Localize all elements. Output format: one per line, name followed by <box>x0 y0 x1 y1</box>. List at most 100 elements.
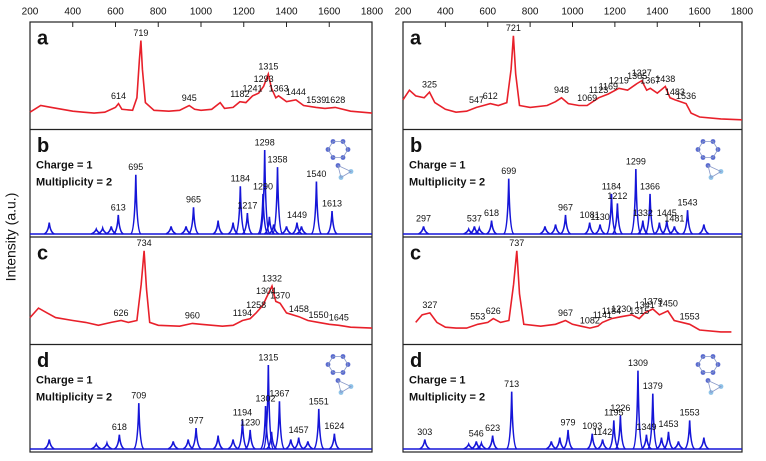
y-axis-label: Intensity (a.u.) <box>3 193 19 282</box>
spectrum-peak <box>310 181 323 235</box>
x-tick-label: 1200 <box>604 7 627 18</box>
peak-label: 1194 <box>233 308 252 318</box>
panel-note: Charge = 1 <box>36 374 93 386</box>
panel-letter: c <box>37 242 48 264</box>
peak-label: 1212 <box>607 191 627 201</box>
x-tick-label: 1600 <box>318 7 341 18</box>
peak-label: 1230 <box>611 304 631 314</box>
peak-label: 1293 <box>254 74 274 84</box>
peak-label: 1298 <box>255 137 275 147</box>
panel-note: Multiplicity = 2 <box>36 391 112 403</box>
peak-label: 1543 <box>678 198 698 208</box>
spectrum-peak <box>212 220 224 235</box>
peak-label: 1332 <box>633 208 653 218</box>
panel-note: Multiplicity = 2 <box>409 391 485 403</box>
spectrum-peak <box>326 211 338 235</box>
x-tick-label: 1000 <box>190 7 213 18</box>
peak-label: 547 <box>469 95 484 105</box>
peak-label: 1349 <box>636 422 656 432</box>
peak-label: 1444 <box>286 87 306 97</box>
spectrum-peak <box>419 439 431 450</box>
panel-letter: a <box>37 27 49 49</box>
peak-label: 1226 <box>610 403 630 413</box>
peak-label: 1553 <box>680 312 700 322</box>
spectrum-peak <box>281 226 292 235</box>
bonds <box>697 356 722 394</box>
peak-label: 1367 <box>640 76 660 86</box>
spectrum-peak <box>630 169 642 235</box>
spectrum-peak <box>266 431 278 450</box>
panel-letter: a <box>410 27 422 49</box>
spectrum-peak <box>182 439 194 450</box>
spectrum-peak <box>212 435 224 450</box>
peak-label: 1142 <box>593 427 612 437</box>
peak-label: 1130 <box>590 212 609 222</box>
peak-label: 612 <box>483 91 498 101</box>
peak-label: 1182 <box>230 89 249 99</box>
spectrum-peak <box>418 226 429 235</box>
peak-label: 1379 <box>643 296 663 306</box>
spectrum-peak <box>90 441 102 450</box>
peak-label: 1082 <box>580 316 600 326</box>
peak-label: 699 <box>501 166 516 176</box>
spectrum-peak <box>506 391 518 450</box>
peak-label: 1438 <box>655 74 675 84</box>
spectrum-peak <box>313 408 325 450</box>
peak-label: 297 <box>416 214 431 224</box>
spectrum-peak <box>296 226 307 235</box>
spectrum-peak <box>682 210 694 235</box>
spectrum-line <box>415 250 732 333</box>
spectrum-peak <box>133 403 145 450</box>
spectrum-peak <box>271 167 284 235</box>
bonds <box>327 141 352 179</box>
peak-label: 948 <box>554 85 569 95</box>
peak-label: 1550 <box>309 310 329 320</box>
x-tick-label: 1000 <box>561 7 584 18</box>
spectrum-peak <box>302 441 314 450</box>
spectrum-peak <box>190 427 202 450</box>
x-tick-label: 400 <box>64 7 81 18</box>
panel-letter: d <box>37 350 49 372</box>
spectrum-peak <box>669 226 680 235</box>
peak-label: 1445 <box>657 208 677 218</box>
peak-label: 546 <box>469 429 484 439</box>
x-tick-label: 1600 <box>689 7 712 18</box>
peak-label: 1217 <box>237 200 257 210</box>
peak-label: 613 <box>111 202 126 212</box>
molecule-icon <box>325 139 354 180</box>
molecule-icon <box>325 354 354 395</box>
peak-label: 623 <box>485 423 500 433</box>
x-tick-label: 200 <box>22 7 39 18</box>
peak-label: 626 <box>486 306 501 316</box>
peak-label: 1195 <box>604 408 623 418</box>
x-tick-label: 1400 <box>275 7 298 18</box>
peak-label: 1624 <box>324 421 344 431</box>
molecule-icon <box>695 139 724 180</box>
peak-label: 1551 <box>309 396 329 406</box>
bonds <box>697 141 722 179</box>
spectrum-peak <box>257 193 269 235</box>
spectrum-line <box>402 35 743 121</box>
peak-label: 1315 <box>629 306 649 316</box>
spectrum-peak <box>234 186 246 235</box>
bonds <box>327 356 352 394</box>
peak-label: 965 <box>186 195 201 205</box>
peak-label: 695 <box>128 162 143 172</box>
spectrum-peak <box>594 224 606 235</box>
spectrum-peak <box>586 433 598 450</box>
spectrum-peak <box>113 434 125 450</box>
peak-label: 1341 <box>635 300 655 310</box>
peak-label: 618 <box>112 422 127 432</box>
spectrum-peak <box>180 226 192 235</box>
spectrum-peak <box>130 174 142 235</box>
spectrum-peak <box>584 222 596 235</box>
x-tick-label: 1400 <box>646 7 669 18</box>
spectrum-peak <box>244 429 256 450</box>
peak-label: 537 <box>467 214 482 224</box>
panel-note: Charge = 1 <box>409 374 466 386</box>
spectrum-peak <box>554 437 566 450</box>
spectrum-peak <box>647 393 659 450</box>
spectrum-peak <box>187 207 200 235</box>
x-tick-label: 1800 <box>731 7 754 18</box>
spectrum-peak <box>644 193 656 235</box>
